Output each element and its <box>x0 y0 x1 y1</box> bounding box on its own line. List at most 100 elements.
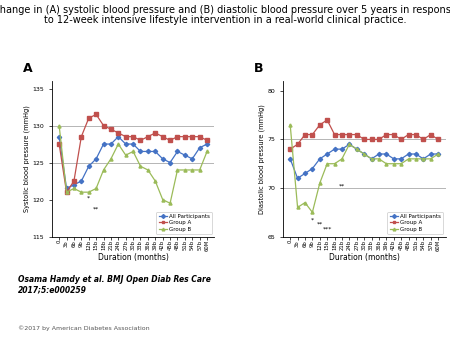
Group B <box>108 157 113 161</box>
Group B <box>197 168 202 172</box>
Text: *: * <box>87 196 90 201</box>
Group B <box>369 157 374 161</box>
Group A <box>56 142 62 146</box>
All Participants <box>138 149 143 153</box>
Group A <box>406 132 411 137</box>
Legend: All Participants, Group A, Group B: All Participants, Group A, Group B <box>387 212 443 234</box>
Group A <box>123 135 128 139</box>
Group A <box>391 132 396 137</box>
All Participants <box>354 147 360 151</box>
All Participants <box>413 152 418 156</box>
Group B <box>310 210 315 214</box>
All Participants <box>160 157 166 161</box>
Group A <box>288 147 293 151</box>
Group A <box>116 131 121 135</box>
Group A <box>413 132 418 137</box>
Group A <box>108 127 113 131</box>
Text: BMJ Open
Diabetes
Research
& Care: BMJ Open Diabetes Research & Care <box>361 280 410 324</box>
All Participants <box>167 161 173 165</box>
Group B <box>288 123 293 127</box>
Group B <box>79 190 84 194</box>
All Participants <box>295 176 300 180</box>
X-axis label: Duration (months): Duration (months) <box>98 253 169 262</box>
Group B <box>101 168 106 172</box>
Group B <box>56 123 62 127</box>
Group A <box>354 132 360 137</box>
Group A <box>189 135 195 139</box>
Group B <box>406 157 411 161</box>
Group B <box>376 157 382 161</box>
Y-axis label: Diastolic blood pressure (mmHg): Diastolic blood pressure (mmHg) <box>258 104 265 214</box>
Group B <box>189 168 195 172</box>
Text: Change in (A) systolic blood pressure and (B) diastolic blood pressure over 5 ye: Change in (A) systolic blood pressure an… <box>0 5 450 15</box>
Group A <box>317 123 323 127</box>
Group A <box>310 132 315 137</box>
Group A <box>86 116 91 120</box>
Group A <box>302 132 308 137</box>
All Participants <box>361 152 367 156</box>
All Participants <box>421 157 426 161</box>
Group A <box>436 137 441 141</box>
Group B <box>354 147 360 151</box>
Group A <box>369 137 374 141</box>
X-axis label: Duration (months): Duration (months) <box>328 253 400 262</box>
Group A <box>153 131 158 135</box>
All Participants <box>376 152 382 156</box>
All Participants <box>189 157 195 161</box>
All Participants <box>346 142 352 146</box>
All Participants <box>153 149 158 153</box>
Group B <box>153 179 158 183</box>
All Participants <box>123 142 128 146</box>
All Participants <box>369 157 374 161</box>
Line: Group B: Group B <box>288 123 440 214</box>
All Participants <box>130 142 136 146</box>
All Participants <box>94 157 99 161</box>
All Participants <box>64 187 69 191</box>
All Participants <box>71 183 76 187</box>
Group A <box>361 137 367 141</box>
Group B <box>94 187 99 191</box>
Group A <box>324 118 330 122</box>
Group B <box>391 162 396 166</box>
All Participants <box>324 152 330 156</box>
Group A <box>64 190 69 194</box>
Group B <box>339 157 345 161</box>
Group A <box>79 135 84 139</box>
All Participants <box>428 152 433 156</box>
All Participants <box>108 142 113 146</box>
Line: Group B: Group B <box>58 124 209 205</box>
Group A <box>339 132 345 137</box>
Group A <box>346 132 352 137</box>
Line: Group A: Group A <box>288 118 440 151</box>
Group A <box>295 142 300 146</box>
Group B <box>302 200 308 204</box>
Group B <box>295 206 300 210</box>
Group B <box>145 168 151 172</box>
Group B <box>413 157 418 161</box>
All Participants <box>339 147 345 151</box>
All Participants <box>398 157 404 161</box>
Group B <box>160 197 166 201</box>
All Participants <box>436 152 441 156</box>
Group A <box>376 137 382 141</box>
Group B <box>123 153 128 157</box>
Group B <box>421 157 426 161</box>
Text: B: B <box>253 62 263 75</box>
Group A <box>101 123 106 127</box>
All Participants <box>197 146 202 150</box>
All Participants <box>391 157 396 161</box>
Group B <box>86 190 91 194</box>
Text: ***: *** <box>323 227 332 232</box>
All Participants <box>317 157 323 161</box>
Group A <box>138 138 143 142</box>
Group B <box>324 162 330 166</box>
Group A <box>130 135 136 139</box>
Text: to 12-week intensive lifestyle intervention in a real-world clinical practice.: to 12-week intensive lifestyle intervent… <box>44 15 406 25</box>
Line: All Participants: All Participants <box>288 143 440 180</box>
Group B <box>428 157 433 161</box>
Group B <box>436 152 441 156</box>
Text: ©2017 by American Diabetes Association: ©2017 by American Diabetes Association <box>18 325 149 331</box>
Group B <box>64 190 69 194</box>
Group B <box>398 162 404 166</box>
Group A <box>145 135 151 139</box>
